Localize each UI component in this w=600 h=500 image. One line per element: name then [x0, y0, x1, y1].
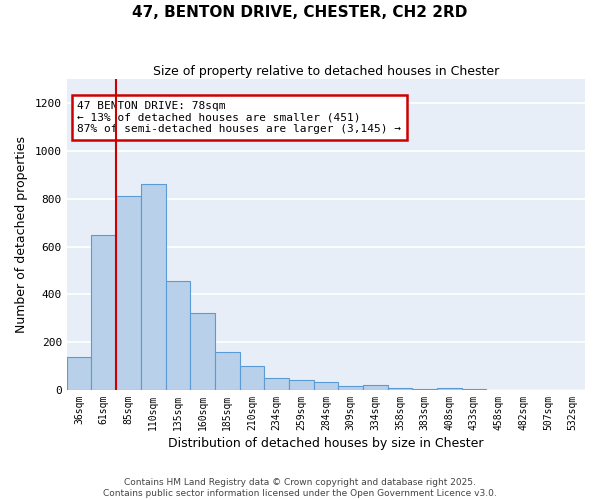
- Bar: [141, 184, 166, 390]
- Bar: [190, 312, 215, 390]
- Bar: [239, 366, 264, 390]
- Text: 47, BENTON DRIVE, CHESTER, CH2 2RD: 47, BENTON DRIVE, CHESTER, CH2 2RD: [133, 5, 467, 20]
- Bar: [412, 388, 437, 390]
- Bar: [437, 388, 461, 390]
- Bar: [363, 386, 388, 390]
- Y-axis label: Number of detached properties: Number of detached properties: [15, 136, 28, 333]
- Bar: [91, 235, 116, 390]
- Text: Contains HM Land Registry data © Crown copyright and database right 2025.
Contai: Contains HM Land Registry data © Crown c…: [103, 478, 497, 498]
- Bar: [264, 378, 289, 390]
- Bar: [215, 352, 239, 390]
- Bar: [289, 380, 314, 390]
- Bar: [314, 382, 338, 390]
- X-axis label: Distribution of detached houses by size in Chester: Distribution of detached houses by size …: [168, 437, 484, 450]
- Bar: [388, 388, 412, 390]
- Title: Size of property relative to detached houses in Chester: Size of property relative to detached ho…: [153, 65, 499, 78]
- Bar: [116, 196, 141, 390]
- Bar: [166, 281, 190, 390]
- Bar: [67, 357, 91, 390]
- Bar: [338, 386, 363, 390]
- Text: 47 BENTON DRIVE: 78sqm
← 13% of detached houses are smaller (451)
87% of semi-de: 47 BENTON DRIVE: 78sqm ← 13% of detached…: [77, 101, 401, 134]
